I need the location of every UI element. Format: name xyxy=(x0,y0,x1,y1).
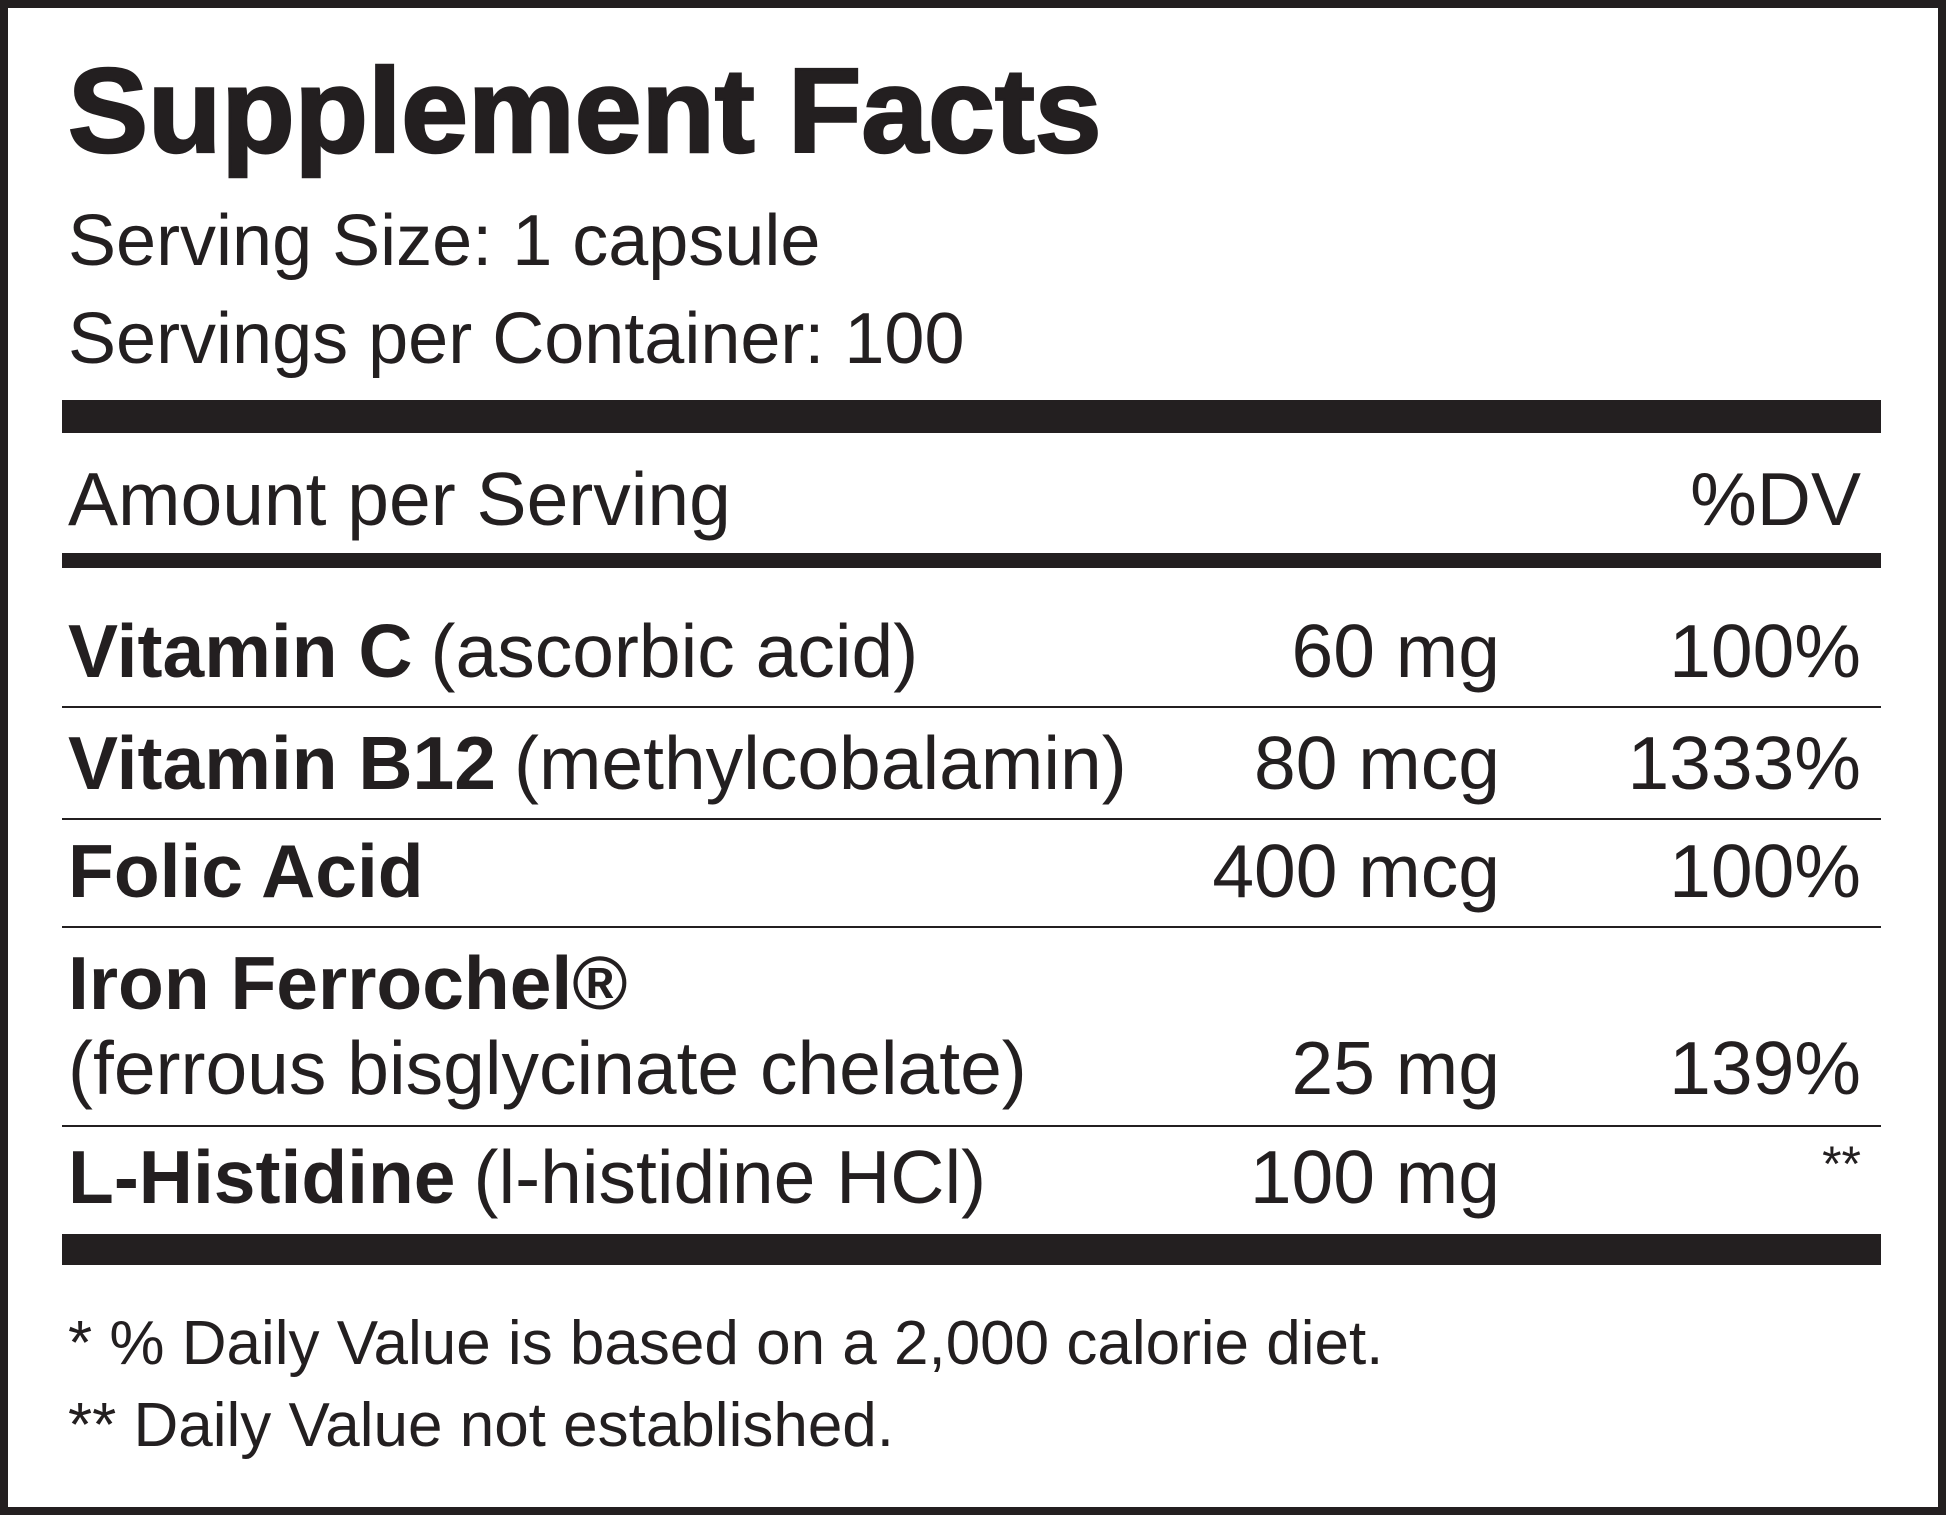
nutrient-description: (l-histidine HCl) xyxy=(474,1135,987,1219)
nutrient-dv: 139% xyxy=(1669,1026,1861,1110)
nutrient-description: (methylcobalamin) xyxy=(514,721,1127,805)
nutrient-dv: 1333% xyxy=(1627,721,1861,805)
medium-rule xyxy=(62,553,1881,568)
nutrient-amount: 100 mg xyxy=(1250,1135,1500,1219)
dv-header: %DV xyxy=(1690,457,1861,541)
nutrient-amount: 400 mcg xyxy=(1212,829,1500,913)
nutrient-description: (ascorbic acid) xyxy=(431,609,919,693)
nutrient-name-line: Vitamin B12 (methylcobalamin) xyxy=(68,721,1127,805)
nutrient-name-line: L-Histidine (l-histidine HCl) xyxy=(68,1135,986,1219)
nutrient-dv: 100% xyxy=(1669,829,1861,913)
nutrient-amount: 60 mg xyxy=(1292,609,1500,693)
row-divider xyxy=(62,926,1881,928)
nutrient-name: Folic Acid xyxy=(68,829,424,913)
title: Supplement Facts xyxy=(68,44,1102,178)
thick-rule xyxy=(62,400,1881,433)
nutrient-name: Vitamin B12 xyxy=(68,721,496,805)
nutrient-name-line: Folic Acid xyxy=(68,829,424,913)
nutrient-description: (ferrous bisglycinate chelate) xyxy=(68,1026,1027,1110)
footnote: ** Daily Value not established. xyxy=(68,1391,894,1460)
nutrient-name: Vitamin C xyxy=(68,609,413,693)
row-divider xyxy=(62,1125,1881,1127)
serving-size: Serving Size: 1 capsule xyxy=(68,201,820,281)
nutrient-dv: 100% xyxy=(1669,609,1861,693)
thick-rule xyxy=(62,1234,1881,1265)
amount-header: Amount per Serving xyxy=(68,457,731,541)
nutrient-name-line: Iron Ferrochel® xyxy=(68,941,628,1025)
nutrient-name: Iron Ferrochel® xyxy=(68,941,628,1025)
nutrient-name-line: Vitamin C (ascorbic acid) xyxy=(68,609,918,693)
row-divider xyxy=(62,706,1881,708)
nutrient-amount: 25 mg xyxy=(1292,1026,1500,1110)
row-divider xyxy=(62,818,1881,820)
nutrient-name: L-Histidine xyxy=(68,1135,456,1219)
servings-per-container: Servings per Container: 100 xyxy=(68,299,965,379)
footnote: * % Daily Value is based on a 2,000 calo… xyxy=(68,1309,1383,1378)
nutrient-amount: 80 mcg xyxy=(1254,721,1500,805)
nutrient-dv: ** xyxy=(1822,1136,1861,1192)
